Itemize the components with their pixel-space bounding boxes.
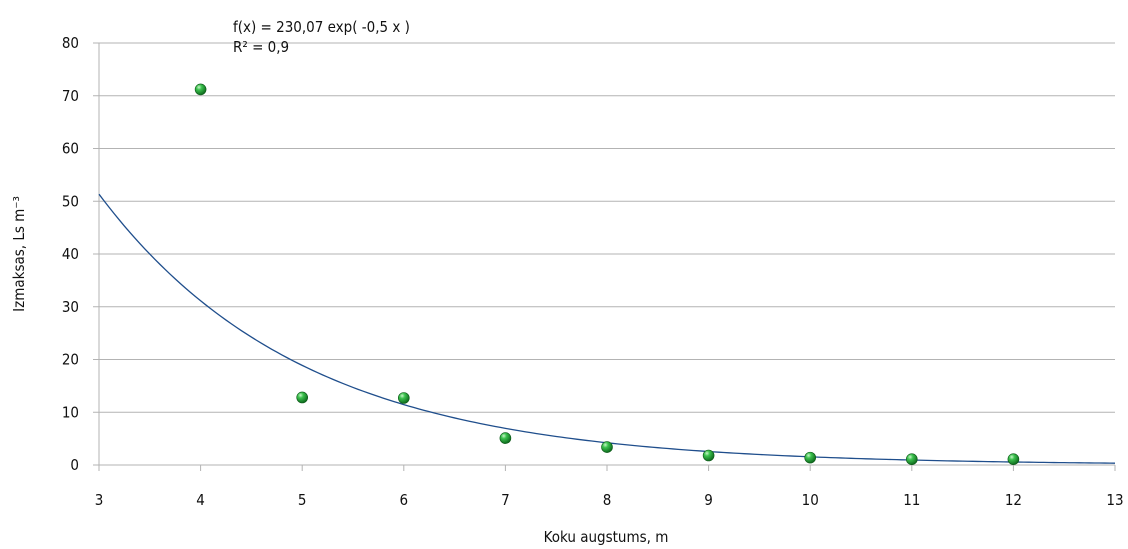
- x-tick-label: 3: [95, 491, 104, 509]
- y-axis-ticks: 0 10 20 30 40 50 60 70 80: [62, 34, 99, 474]
- x-tick-label: 6: [400, 491, 409, 509]
- y-tick-label: 20: [62, 351, 79, 369]
- x-tick-label: 10: [802, 491, 819, 509]
- data-point: [397, 392, 410, 404]
- x-tick-label: 5: [298, 491, 307, 509]
- y-tick-label: 80: [62, 34, 79, 52]
- data-points: [194, 83, 1020, 465]
- y-tick-label: 10: [62, 403, 79, 421]
- trendline-path: [98, 193, 1116, 464]
- x-tick-label: 8: [603, 491, 612, 509]
- data-point: [905, 453, 918, 465]
- x-axis-ticks: 3 4 5 6 7 8 9 10 11 12 13: [95, 465, 1124, 509]
- r-squared-annotation: R² = 0,9: [233, 38, 289, 56]
- data-point: [601, 441, 613, 453]
- y-tick-label: 30: [62, 298, 79, 316]
- y-tick-label: 40: [62, 245, 79, 263]
- y-axis-title: Izmaksas, Ls m⁻³: [10, 196, 28, 312]
- x-tick-label: 4: [196, 491, 205, 509]
- grid-lines: [99, 42, 1115, 413]
- data-point: [804, 451, 817, 464]
- y-tick-label: 0: [70, 456, 79, 474]
- data-point: [296, 391, 309, 404]
- y-tick-label: 60: [62, 140, 79, 158]
- data-point: [499, 432, 512, 444]
- data-point: [1007, 453, 1020, 465]
- equation-annotation: f(x) = 230,07 exp( -0,5 x ): [233, 18, 410, 36]
- x-tick-label: 13: [1106, 491, 1123, 509]
- x-tick-label: 7: [501, 491, 510, 509]
- x-axis-title: Koku augstums, m: [544, 528, 669, 546]
- y-tick-label: 70: [62, 87, 79, 105]
- data-point: [702, 449, 715, 462]
- x-tick-label: 12: [1005, 491, 1022, 509]
- y-tick-label: 50: [62, 192, 79, 210]
- x-tick-label: 9: [704, 491, 713, 509]
- x-tick-label: 11: [903, 491, 920, 509]
- data-point: [194, 83, 207, 96]
- trendline: [98, 193, 1116, 464]
